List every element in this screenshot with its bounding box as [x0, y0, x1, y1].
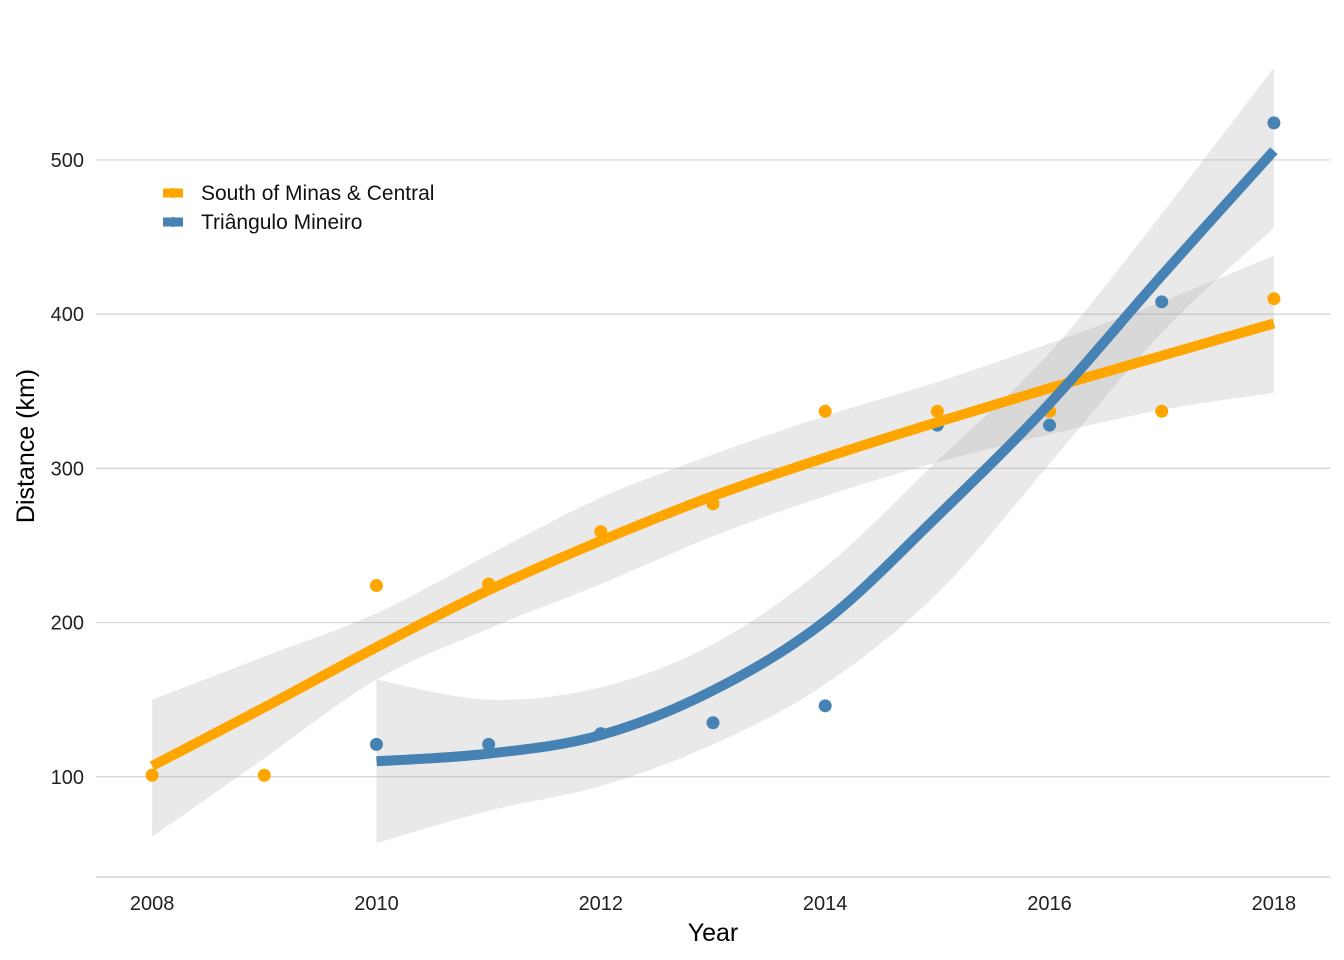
x-tick-label: 2016	[1027, 893, 1072, 915]
data-point	[706, 716, 720, 730]
y-tick-labels: 100 200 300 400 500	[51, 150, 84, 789]
legend: South of Minas & Central Triângulo Mineir…	[163, 182, 434, 234]
data-point	[145, 768, 159, 782]
data-point	[818, 404, 832, 418]
legend-label: South of Minas & Central	[201, 182, 434, 205]
legend-key-point	[168, 188, 178, 198]
confidence-ribbon	[376, 67, 1274, 844]
trend-line	[376, 147, 1278, 767]
x-tick-label: 2012	[579, 893, 624, 915]
x-tick-label: 2014	[803, 893, 848, 915]
trend-lines	[149, 147, 1278, 771]
y-tick-label: 200	[51, 613, 84, 635]
y-tick-label: 300	[51, 458, 84, 480]
data-point	[257, 768, 271, 782]
y-tick-label: 100	[51, 767, 84, 789]
data-point	[1267, 116, 1281, 130]
data-point	[1043, 418, 1057, 432]
x-tick-labels: 2008 2010 2012 2014 2016 2018	[130, 893, 1296, 915]
data-point	[930, 404, 944, 418]
legend-key-point	[168, 217, 178, 227]
data-point	[1155, 404, 1169, 418]
x-tick-label: 2008	[130, 893, 175, 915]
x-tick-label: 2010	[354, 893, 399, 915]
data-point	[369, 737, 383, 751]
data-point	[1267, 292, 1281, 306]
y-tick-label: 400	[51, 304, 84, 326]
data-point	[1155, 295, 1169, 309]
data-point	[818, 699, 832, 713]
legend-label: Triângulo Mineiro	[201, 211, 362, 234]
x-tick-label: 2018	[1252, 893, 1297, 915]
data-point	[482, 737, 496, 751]
y-axis-title: Distance (km)	[12, 369, 40, 523]
data-point	[369, 579, 383, 593]
y-tick-label: 500	[51, 150, 84, 172]
x-axis-title: Year	[688, 919, 739, 947]
